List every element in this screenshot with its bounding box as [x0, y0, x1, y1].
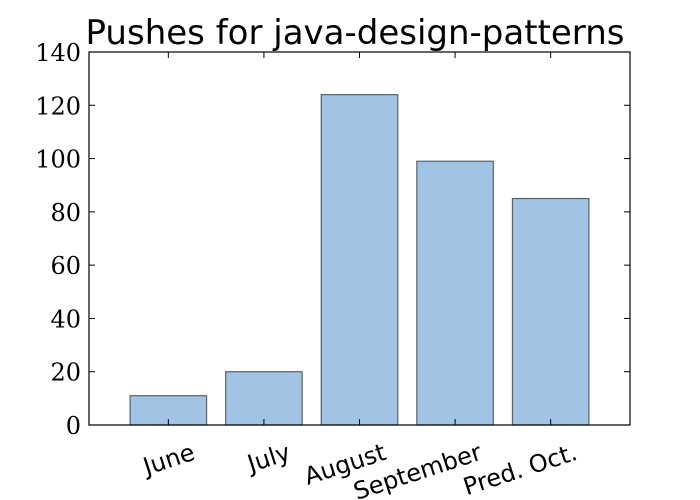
y-tick-label: 140 [35, 39, 81, 67]
x-tick-label: June [138, 438, 198, 481]
y-tick-label: 100 [35, 146, 81, 174]
bar-september [416, 160, 494, 426]
y-tick-label: 120 [35, 92, 81, 120]
chart-title: Pushes for java-design-patterns [86, 13, 625, 53]
bar-august [320, 94, 399, 426]
y-tick-label: 40 [50, 305, 81, 333]
x-tick-label: July [242, 438, 294, 479]
bar-pred-oct [511, 197, 590, 426]
bar-july [225, 371, 303, 426]
y-tick-label: 60 [50, 252, 81, 280]
plot-frame [88, 51, 631, 426]
y-tick-label: 0 [66, 412, 81, 440]
y-tick-label: 80 [50, 199, 81, 227]
y-tick-label: 20 [50, 359, 81, 387]
